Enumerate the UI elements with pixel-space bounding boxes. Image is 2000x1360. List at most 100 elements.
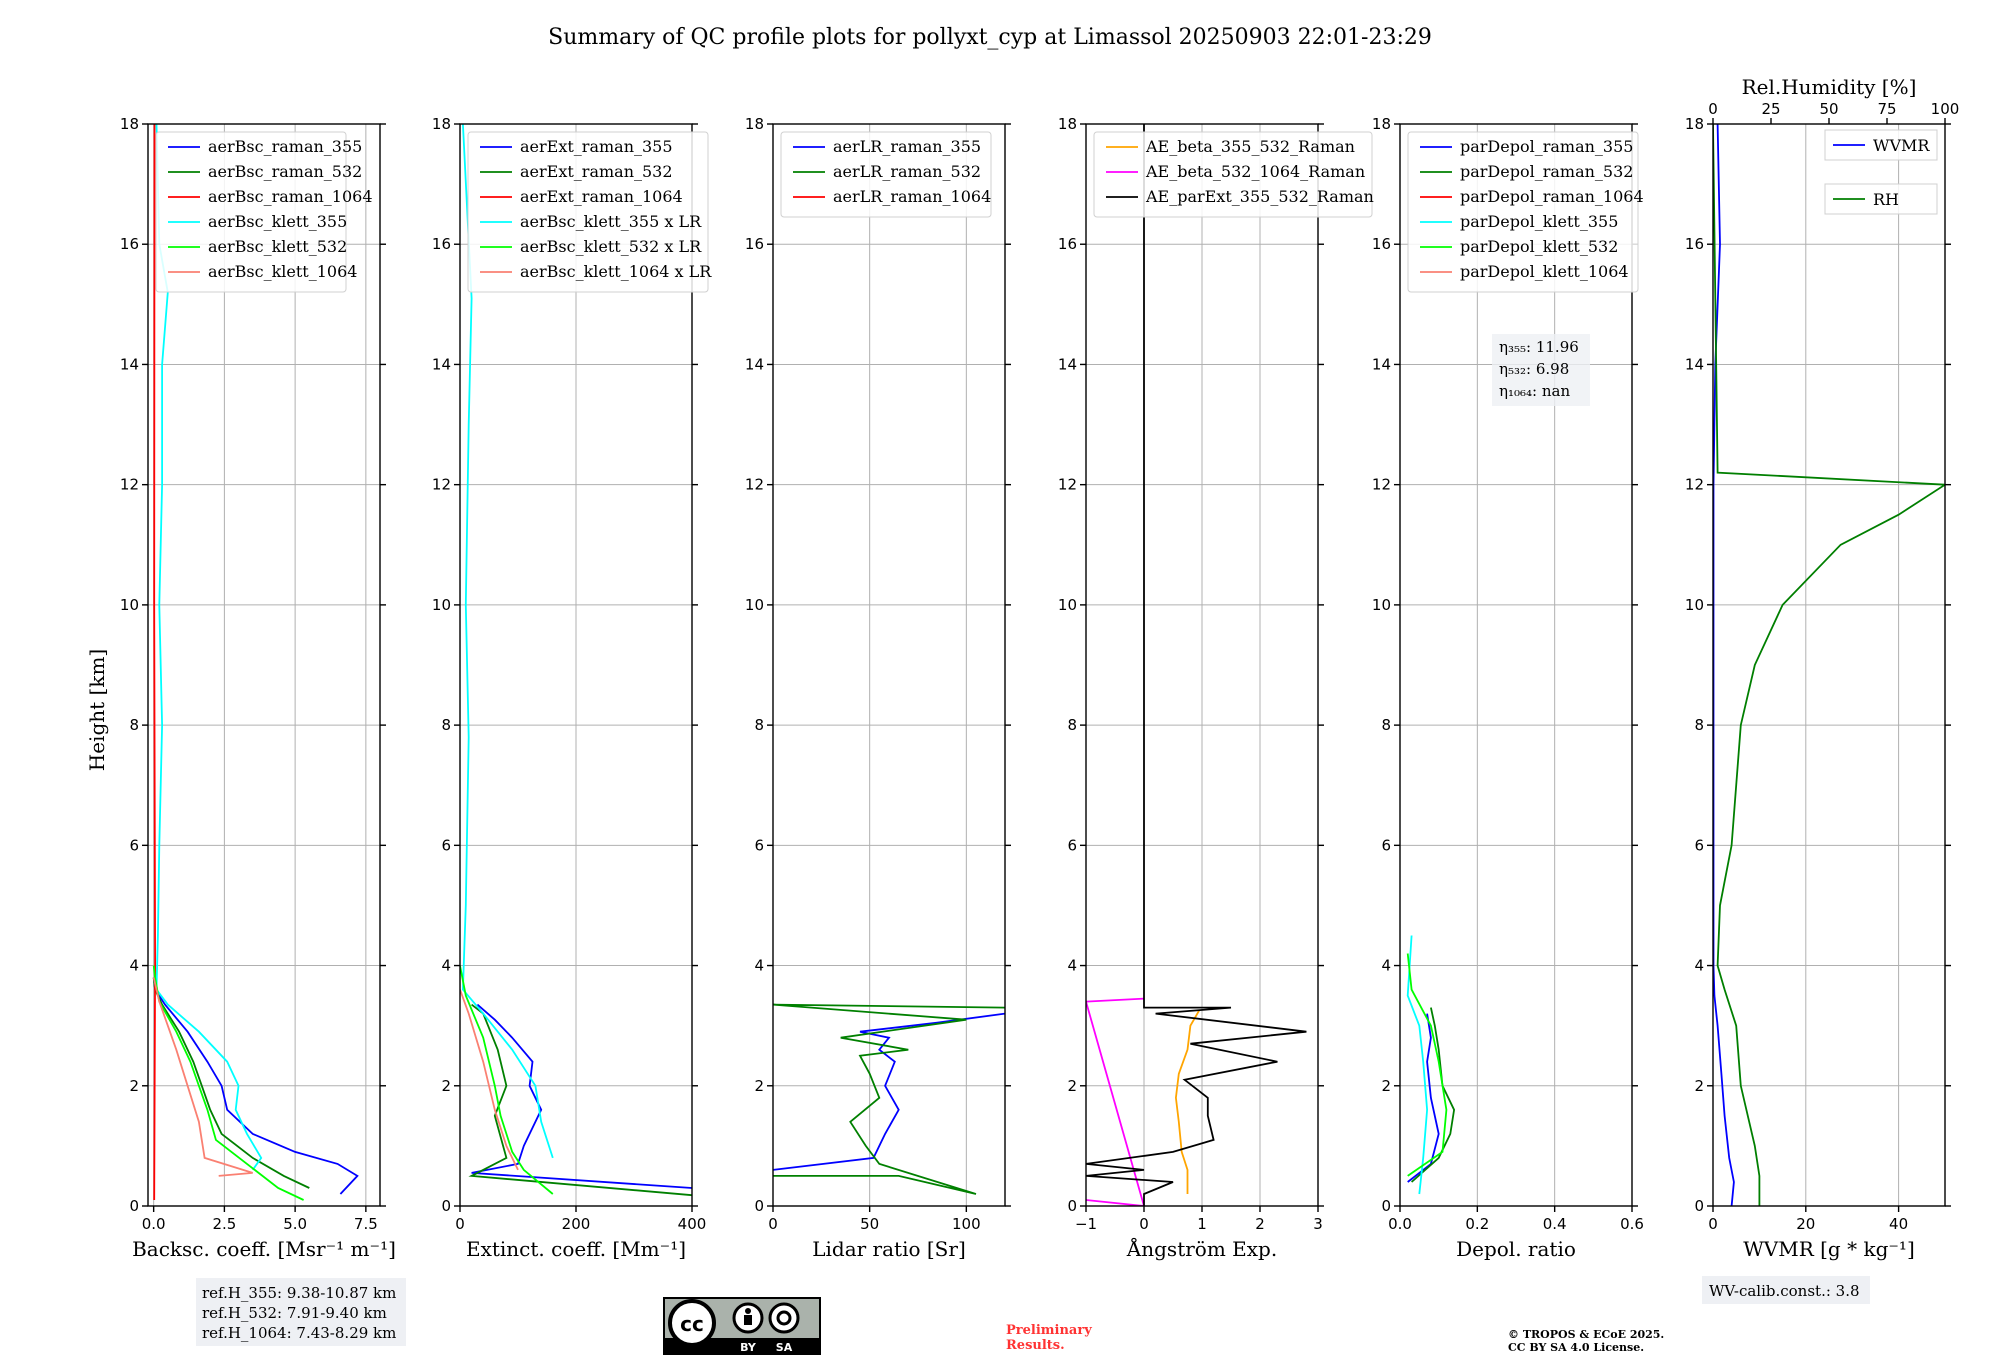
y-tick-label: 8 <box>129 716 139 734</box>
legend-label: aerLR_raman_1064 <box>833 187 991 206</box>
wv-calib-const: WV-calib.const.: 3.8 <box>1709 1282 1860 1300</box>
x-tick-label: 100 <box>952 1215 981 1233</box>
eta-532: η₅₃₂: 6.98 <box>1499 360 1569 378</box>
x-tick-label: 0.0 <box>1388 1215 1412 1233</box>
y-tick-label: 18 <box>432 115 451 133</box>
series-aerBsc_klett_355 <box>155 124 263 1171</box>
legend-label: aerExt_raman_1064 <box>520 187 683 206</box>
x-axis-label: Backsc. coeff. [Msr⁻¹ m⁻¹] <box>132 1237 396 1261</box>
y-tick-label: 10 <box>432 596 451 614</box>
legend-box <box>155 131 347 293</box>
panel-lr: 0 2 4 6 8 10 12 14 16 18 0 50 100 Lidar ratio [Sr] aer… <box>745 115 1011 1261</box>
y-tick-label: 14 <box>1685 355 1704 373</box>
y-tick-label: 16 <box>745 235 764 253</box>
preliminary-line-2: Results. <box>1006 1338 1065 1353</box>
x-tick-label: 40 <box>1889 1215 1908 1233</box>
x-tick-label: 20 <box>1796 1215 1815 1233</box>
series-aerBsc_raman_532 <box>152 977 310 1189</box>
y-tick-label: 12 <box>120 476 139 494</box>
y-tick-label: 10 <box>1372 596 1391 614</box>
axes-frame <box>772 123 1006 1207</box>
y-tick-label: 0 <box>1694 1197 1704 1215</box>
y-tick-label: 16 <box>120 235 139 253</box>
panel-bsc: 0 2 4 6 8 10 12 14 16 18 0.0 2.5 5.0 7.5 Backsc. coeff… <box>120 115 396 1261</box>
legend-label: parDepol_klett_355 <box>1460 212 1618 231</box>
y-tick-label: 2 <box>1694 1077 1704 1095</box>
x-tick-label: 0 <box>455 1215 465 1233</box>
legend-box <box>780 131 992 218</box>
legend-label: RH <box>1873 190 1899 209</box>
y-tick-label: 4 <box>754 957 764 975</box>
axes-frame <box>1399 123 1633 1207</box>
top-x-tick-label: 25 <box>1761 100 1780 118</box>
x-tick-label: 2 <box>1255 1215 1265 1233</box>
legend-label: aerExt_raman_355 <box>520 137 673 156</box>
series-WVMR <box>1713 124 1735 1206</box>
y-tick-label: 6 <box>1694 836 1704 854</box>
x-tick-label: 0 <box>768 1215 778 1233</box>
legend-label: parDepol_raman_355 <box>1460 137 1633 156</box>
ref-height-1064: ref.H_1064: 7.43-8.29 km <box>202 1324 396 1342</box>
y-tick-label: 2 <box>754 1077 764 1095</box>
y-tick-label: 16 <box>1685 235 1704 253</box>
legend-label: aerBsc_klett_355 <box>208 212 347 231</box>
y-tick-label: 12 <box>432 476 451 494</box>
by-text: BY <box>740 1341 757 1354</box>
series-aerBsc_raman_1064 <box>153 124 157 1201</box>
y-tick-label: 10 <box>745 596 764 614</box>
y-tick-label: 4 <box>129 957 139 975</box>
x-tick-label: 5.0 <box>283 1215 307 1233</box>
top-x-tick-label: 100 <box>1931 100 1960 118</box>
y-tick-label: 2 <box>1381 1077 1391 1095</box>
panel-ext: 0 2 4 6 8 10 12 14 16 18 0 200 400 Extinct. coeff. [M… <box>432 115 712 1261</box>
series-aerBsc_klett_355 x LR <box>461 124 554 1159</box>
x-tick-label: 200 <box>562 1215 591 1233</box>
y-tick-label: 18 <box>1685 115 1704 133</box>
y-tick-label: 18 <box>120 115 139 133</box>
y-tick-label: 0 <box>1381 1197 1391 1215</box>
series-group <box>1086 124 1307 1206</box>
legend-label: parDepol_klett_532 <box>1460 237 1618 256</box>
y-tick-label: 8 <box>1067 716 1077 734</box>
legend-label: AE_beta_355_532_Raman <box>1145 137 1355 156</box>
legend-label: aerBsc_klett_532 x LR <box>520 237 702 256</box>
legend-box <box>467 131 709 293</box>
x-axis-label: Extinct. coeff. [Mm⁻¹] <box>466 1237 686 1261</box>
x-tick-label: 0.4 <box>1543 1215 1567 1233</box>
y-tick-label: 4 <box>1694 957 1704 975</box>
legend-label: aerBsc_klett_1064 <box>208 262 357 281</box>
series-AE_beta_355_532_Raman <box>1174 1010 1200 1194</box>
y-tick-label: 2 <box>1067 1077 1077 1095</box>
x-tick-label: 400 <box>678 1215 707 1233</box>
y-tick-label: 18 <box>1372 115 1391 133</box>
top-x-tick-label: 75 <box>1877 100 1896 118</box>
series-group <box>773 1003 1005 1195</box>
series-RH <box>1713 124 1945 1206</box>
y-tick-label: 10 <box>1685 596 1704 614</box>
copyright-line-1: © TROPOS & ECoE 2025. <box>1508 1328 1664 1341</box>
legend-label: aerLR_raman_532 <box>833 162 981 181</box>
series-group <box>1406 935 1456 1195</box>
y-tick-label: 12 <box>1685 476 1704 494</box>
x-tick-label: 0.2 <box>1465 1215 1489 1233</box>
series-group <box>1713 124 1945 1206</box>
y-tick-label: 6 <box>129 836 139 854</box>
x-tick-label: 0.0 <box>142 1215 166 1233</box>
x-tick-label: −1 <box>1075 1215 1097 1233</box>
y-tick-label: 14 <box>745 355 764 373</box>
legend-label: WVMR <box>1873 136 1930 155</box>
legend-label: aerBsc_klett_532 <box>208 237 347 256</box>
y-tick-label: 12 <box>745 476 764 494</box>
legend-label: parDepol_raman_532 <box>1460 162 1633 181</box>
copyright-line-2: CC BY SA 4.0 License. <box>1508 1341 1644 1354</box>
y-tick-label: 6 <box>1381 836 1391 854</box>
y-tick-label: 4 <box>1381 957 1391 975</box>
series-aerExt_raman_532 <box>468 1003 692 1197</box>
series-aerBsc_klett_1064 x LR <box>460 989 519 1171</box>
y-tick-label: 12 <box>1058 476 1077 494</box>
y-tick-label: 8 <box>754 716 764 734</box>
y-tick-label: 6 <box>1067 836 1077 854</box>
y-axis-label: Height [km] <box>85 649 109 771</box>
license-badge: cc BY SA <box>663 1297 821 1355</box>
